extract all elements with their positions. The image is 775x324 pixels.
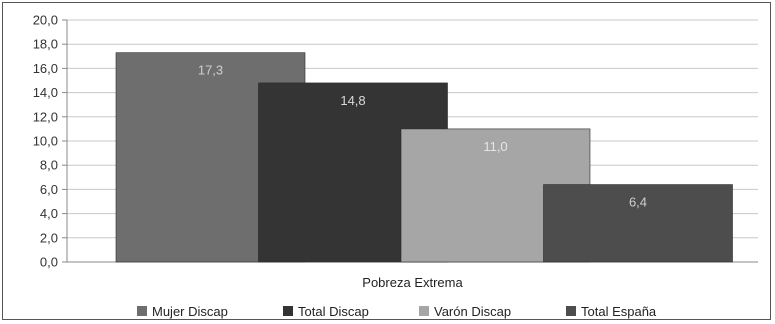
legend-label: Mujer Discap	[152, 304, 228, 319]
y-tick-label: 10,0	[33, 134, 58, 149]
legend-label: Varón Discap	[434, 304, 511, 319]
x-category-label: Pobreza Extrema	[362, 275, 463, 290]
legend-swatch	[419, 306, 429, 316]
y-tick-label: 8,0	[40, 158, 58, 173]
y-tick-label: 4,0	[40, 206, 58, 221]
legend-label: Total Discap	[298, 304, 369, 319]
y-tick-label: 0,0	[40, 255, 58, 270]
y-tick-label: 20,0	[33, 13, 58, 28]
legend-swatch	[137, 306, 147, 316]
data-label: 11,0	[483, 139, 507, 154]
legend-label: Total España	[581, 304, 657, 319]
y-tick-label: 12,0	[33, 109, 58, 124]
data-label: 14,8	[340, 93, 365, 108]
bar-4	[543, 184, 733, 263]
data-label: 6,4	[629, 195, 647, 210]
y-tick-label: 2,0	[40, 230, 58, 245]
data-label: 17,3	[198, 63, 223, 78]
y-tick-label: 14,0	[33, 85, 58, 100]
y-tick-label: 6,0	[40, 182, 58, 197]
y-tick-label: 16,0	[33, 61, 58, 76]
y-tick-label: 18,0	[33, 37, 58, 52]
legend-swatch	[283, 306, 293, 316]
legend-swatch	[566, 306, 576, 316]
